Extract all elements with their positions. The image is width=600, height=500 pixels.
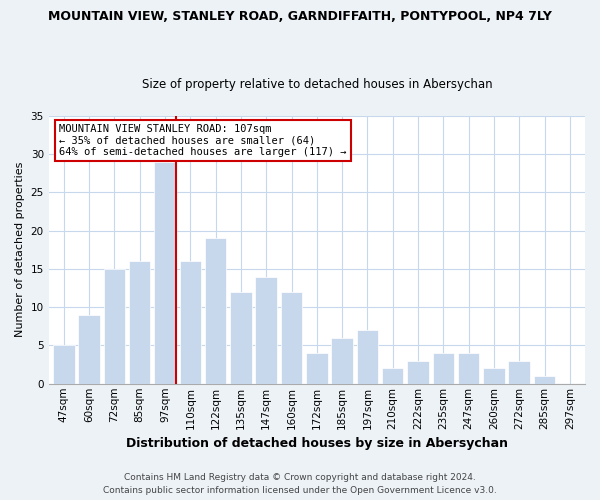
X-axis label: Distribution of detached houses by size in Abersychan: Distribution of detached houses by size … [126,437,508,450]
Bar [154,162,176,384]
Bar [458,353,479,384]
Bar [407,361,429,384]
Bar [79,315,100,384]
Text: MOUNTAIN VIEW, STANLEY ROAD, GARNDIFFAITH, PONTYPOOL, NP4 7LY: MOUNTAIN VIEW, STANLEY ROAD, GARNDIFFAIT… [48,10,552,23]
Bar [433,353,454,384]
Bar [306,353,328,384]
Bar [104,269,125,384]
Bar [53,346,74,384]
Title: Size of property relative to detached houses in Abersychan: Size of property relative to detached ho… [142,78,492,91]
Bar [356,330,378,384]
Bar [534,376,555,384]
Text: Contains HM Land Registry data © Crown copyright and database right 2024.
Contai: Contains HM Land Registry data © Crown c… [103,473,497,495]
Bar [205,238,226,384]
Bar [129,262,151,384]
Bar [179,262,201,384]
Bar [331,338,353,384]
Bar [281,292,302,384]
Bar [508,361,530,384]
Bar [483,368,505,384]
Y-axis label: Number of detached properties: Number of detached properties [15,162,25,338]
Bar [382,368,403,384]
Bar [256,276,277,384]
Bar [230,292,251,384]
Text: MOUNTAIN VIEW STANLEY ROAD: 107sqm
← 35% of detached houses are smaller (64)
64%: MOUNTAIN VIEW STANLEY ROAD: 107sqm ← 35%… [59,124,347,157]
